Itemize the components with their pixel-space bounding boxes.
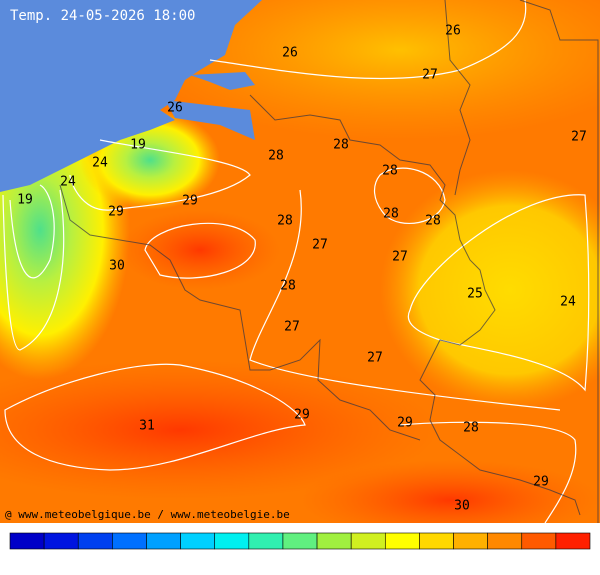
isotherm-label: 27 <box>367 351 383 366</box>
isotherm-label: 27 <box>284 320 300 335</box>
isotherm-label: 27 <box>392 250 408 265</box>
map-title: Temp. 24-05-2026 18:00 <box>10 8 195 24</box>
isotherm-label: 27 <box>571 130 587 145</box>
colorbar-swatch <box>248 532 284 550</box>
colorbar-swatch <box>384 532 420 550</box>
isotherm-label: 19 <box>130 138 146 153</box>
estuary <box>165 72 255 140</box>
isotherm-label: 29 <box>294 408 310 423</box>
isotherm-label: 24 <box>560 295 576 310</box>
isotherm-label: 28 <box>268 149 284 164</box>
isotherm-label: 24 <box>92 156 108 171</box>
isotherm-label: 28 <box>382 164 398 179</box>
isotherm-label: 24 <box>60 175 76 190</box>
colorbar-swatch <box>419 532 454 550</box>
colorbar-swatch <box>555 532 591 550</box>
isotherm-label: 28 <box>383 207 399 222</box>
colorbar-swatch <box>9 532 45 550</box>
isotherm-label: 26 <box>445 24 461 39</box>
isotherm-label: 31 <box>139 419 155 434</box>
isotherm-label: 29 <box>182 194 198 209</box>
heat-field <box>0 0 600 540</box>
isotherm-label: 29 <box>533 475 549 490</box>
isotherm-label: 28 <box>277 214 293 229</box>
isotherm-label: 28 <box>463 421 479 436</box>
colorbar <box>9 532 591 550</box>
colorbar-swatch <box>282 532 318 550</box>
isotherm-label: 19 <box>17 193 33 208</box>
colorbar-swatch <box>521 532 557 550</box>
isotherm-label: 27 <box>312 238 328 253</box>
isotherm-label: 29 <box>397 416 413 431</box>
colorbar-swatch <box>112 532 147 550</box>
colorbar-swatch <box>214 532 250 550</box>
colorbar-swatch <box>453 532 488 550</box>
colorbar-swatch <box>350 532 386 550</box>
borders <box>59 0 599 523</box>
isotherm-label: 28 <box>280 279 296 294</box>
isotherm-label: 26 <box>282 46 298 61</box>
isotherm-label: 28 <box>333 138 349 153</box>
sea <box>0 0 262 192</box>
colorbar-swatch <box>43 532 79 550</box>
colorbar-swatch <box>146 532 181 550</box>
colorbar-swatch <box>316 532 352 550</box>
isotherm-label: 28 <box>425 214 441 229</box>
isotherm-label: 29 <box>108 205 124 220</box>
colorbar-swatch <box>180 532 216 550</box>
labels: 26 26 27 27 26 19 24 24 19 28 28 28 29 29 28 28 28 27 27 30… <box>17 24 587 514</box>
isotherm-label: 30 <box>454 499 470 514</box>
colorbar-swatch <box>77 532 113 550</box>
isotherm-label: 26 <box>167 101 183 116</box>
isotherm-label: 25 <box>467 287 483 302</box>
isotherm-label: 30 <box>109 259 125 274</box>
colorbar-swatch <box>487 532 523 550</box>
credit: @ www.meteobelgique.be / www.meteobelgie… <box>5 508 290 521</box>
isotherms <box>2 0 590 524</box>
isotherm-label: 27 <box>422 68 438 83</box>
